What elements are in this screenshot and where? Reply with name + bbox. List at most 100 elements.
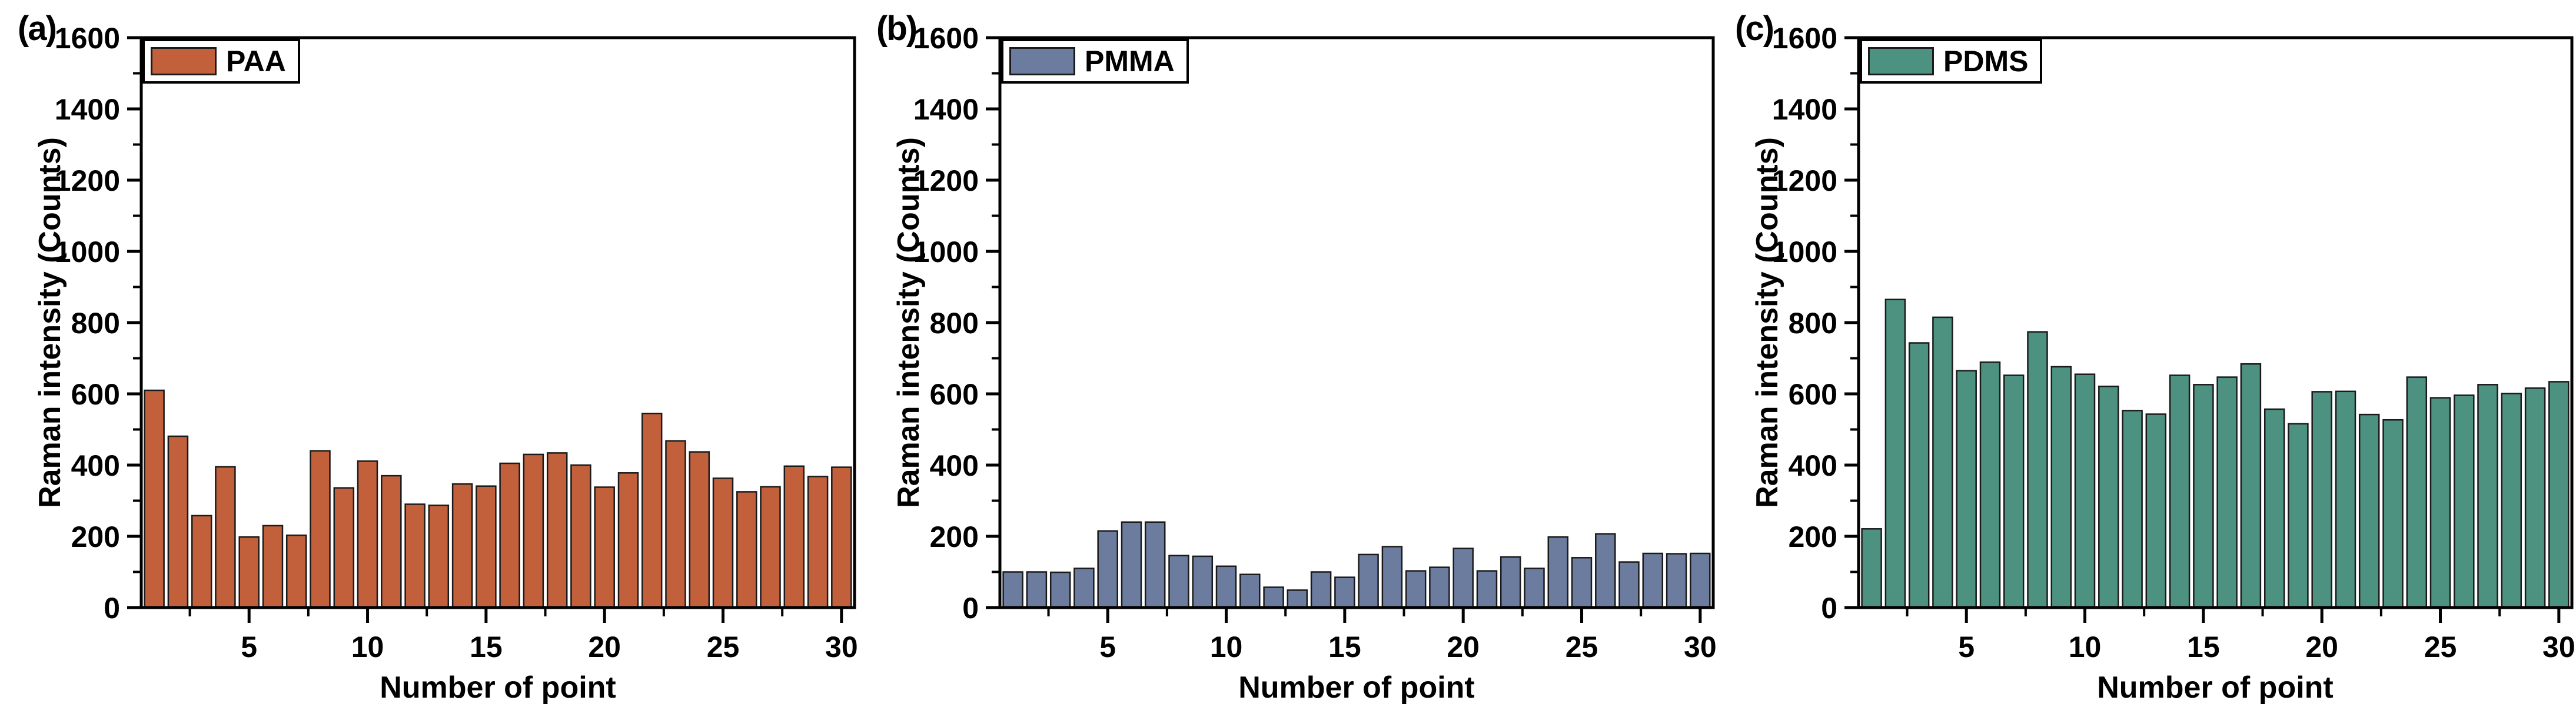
x-tick-label: 15 <box>470 631 503 663</box>
bar <box>2406 376 2428 609</box>
y-tick-label: 800 <box>71 307 120 340</box>
bar <box>2003 374 2025 609</box>
x-tick-label: 10 <box>351 631 384 663</box>
y-tick-label: 800 <box>1789 307 1837 340</box>
bar <box>2477 384 2498 609</box>
bar <box>570 464 591 609</box>
y-tick-label: 200 <box>71 520 120 553</box>
bar <box>1571 557 1593 609</box>
x-tick-label: 10 <box>1210 631 1243 663</box>
y-tick-label: 1600 <box>913 22 979 55</box>
bar <box>2169 374 2191 609</box>
bar <box>2027 331 2048 609</box>
bar <box>310 450 331 609</box>
bar <box>1073 568 1095 609</box>
bar <box>1861 528 1882 609</box>
panel-label: (b) <box>876 9 918 48</box>
x-tick-label: 30 <box>1684 631 1717 663</box>
bar <box>2429 397 2451 609</box>
plot-border <box>998 36 1715 609</box>
bar <box>2145 413 2167 609</box>
bar <box>2311 391 2332 609</box>
bar <box>2358 413 2380 609</box>
bar <box>1547 536 1569 609</box>
bar <box>191 515 212 609</box>
y-axis-title: Raman intensity (Counts) <box>33 137 67 508</box>
y-tick-label: 800 <box>930 307 979 340</box>
y-tick-label: 0 <box>1821 592 1837 625</box>
x-axis-title: Number of point <box>380 671 616 705</box>
bar <box>2335 390 2356 609</box>
legend-label: PAA <box>226 45 286 78</box>
chart-svg-pdms: 0 200 400 600 800 1000 1200 1400 1600 5 10 15 20 25 30 <box>1772 22 2575 663</box>
bar <box>665 440 686 609</box>
y-tick-label: 1400 <box>913 93 979 126</box>
bar <box>1310 571 1332 609</box>
bar <box>1168 555 1189 609</box>
bar <box>2240 363 2262 609</box>
legend-label: PMMA <box>1085 45 1175 78</box>
bar <box>167 435 189 609</box>
bar <box>1429 566 1450 609</box>
x-tick-label: 5 <box>241 631 257 663</box>
y-tick-label: 400 <box>71 449 120 482</box>
bar <box>1618 561 1640 609</box>
bar <box>2050 366 2072 609</box>
bar <box>357 460 378 609</box>
y-tick-label: 1200 <box>913 164 979 197</box>
bar <box>831 466 852 609</box>
legend-swatch-icon <box>1868 47 1934 75</box>
y-tick-label: 600 <box>930 378 979 411</box>
y-tick-label: 400 <box>1789 449 1837 482</box>
bar <box>2524 387 2546 609</box>
bar <box>1884 298 1906 609</box>
legend-label: PDMS <box>1943 45 2029 78</box>
bar <box>1287 589 1308 609</box>
chart-panel-pmma: 0 200 400 600 800 1000 1200 1400 1600 5 10 15 20 25 30… <box>859 0 1717 720</box>
bar <box>617 472 639 609</box>
y-tick-label: 600 <box>71 378 120 411</box>
bar <box>238 536 260 609</box>
bar <box>2074 373 2096 609</box>
bar <box>1690 552 1711 609</box>
x-tick-label: 20 <box>1447 631 1480 663</box>
bar <box>1956 370 1977 609</box>
y-tick-label: 200 <box>1789 520 1837 553</box>
panel-label: (c) <box>1735 9 1774 48</box>
bar <box>1932 316 1953 609</box>
y-tick-label: 1200 <box>55 164 120 197</box>
bar <box>262 525 284 609</box>
bar <box>1215 565 1237 609</box>
chart-svg-paa: 0 200 400 600 800 1000 1200 1400 1600 5 10 15 20 25 30 <box>55 22 858 663</box>
bar <box>1026 571 1048 609</box>
bar <box>2288 423 2309 609</box>
bar <box>1524 568 1545 609</box>
legend: PMMA <box>1001 39 1189 84</box>
bar <box>404 503 426 609</box>
x-tick-label: 15 <box>1328 631 1361 663</box>
panel-label: (a) <box>18 9 57 48</box>
x-tick-label: 25 <box>707 631 740 663</box>
bar <box>476 485 497 609</box>
bar <box>2098 386 2119 609</box>
bar <box>2216 376 2238 609</box>
bar <box>1358 553 1379 609</box>
bar <box>807 476 829 609</box>
x-tick-label: 15 <box>2187 631 2220 663</box>
bar <box>1908 342 1930 609</box>
x-tick-label: 20 <box>588 631 621 663</box>
y-axis-title: Raman intensity (Counts) <box>892 137 926 508</box>
bar <box>1642 552 1664 609</box>
y-tick-label: 600 <box>1789 378 1837 411</box>
x-axis-title: Number of point <box>1238 671 1475 705</box>
bar <box>2382 419 2404 609</box>
plot-border <box>139 36 856 609</box>
bar <box>546 452 568 609</box>
chart-panel-paa: 0 200 400 600 800 1000 1200 1400 1600 5 10 15 20 25 30… <box>0 0 859 720</box>
bar <box>1144 521 1166 609</box>
bar <box>712 477 734 609</box>
chart-panel-pdms: 0 200 400 600 800 1000 1200 1400 1600 5 10 15 20 25 30… <box>1717 0 2576 720</box>
x-tick-label: 5 <box>1099 631 1116 663</box>
bar <box>2122 410 2143 609</box>
